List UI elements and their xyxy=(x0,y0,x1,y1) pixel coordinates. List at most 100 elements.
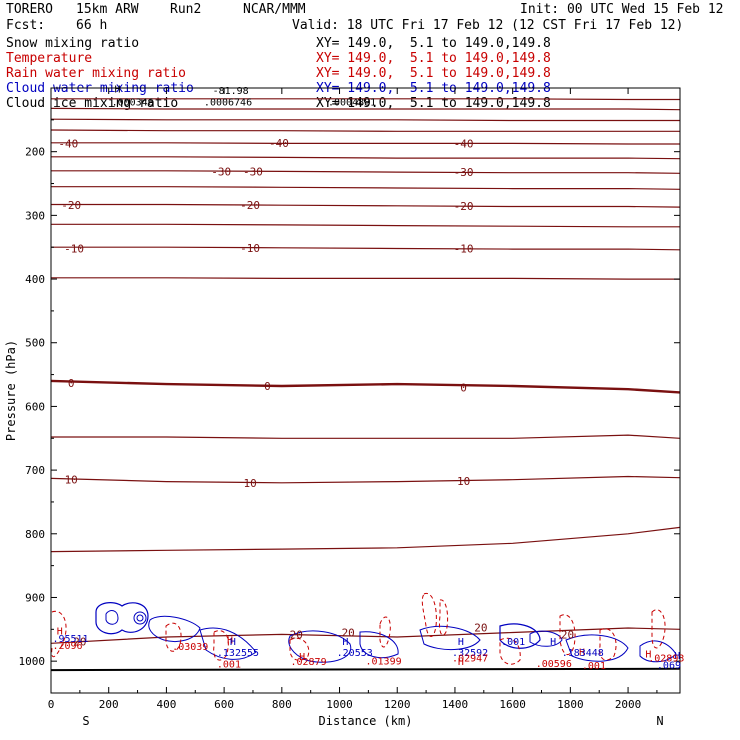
legend-rain-xy: XY= 149.0, 5.1 to 149.0,149.8 xyxy=(316,66,551,81)
contour-annotation: .20553 xyxy=(337,648,373,659)
x-tick-label: 1800 xyxy=(557,698,584,711)
rain-water-contour xyxy=(51,610,67,658)
forecast-hour: 66 h xyxy=(76,18,108,33)
contour-annotation: .02947 xyxy=(452,653,488,664)
isotherm-label: 20 xyxy=(73,635,86,648)
north-end-label: N xyxy=(656,714,663,728)
isotherm-line xyxy=(51,246,681,251)
x-tick-label: 800 xyxy=(272,698,292,711)
south-end-label: S xyxy=(82,714,89,728)
resolution: 15km ARW xyxy=(76,2,139,17)
isotherm-line xyxy=(51,142,680,145)
y-tick-label: 700 xyxy=(25,464,45,477)
contour-annotation: .001 xyxy=(501,637,525,648)
y-axis-label: Pressure (hPa) xyxy=(4,340,18,441)
isotherm-line xyxy=(50,379,681,394)
x-tick-label: 600 xyxy=(214,698,234,711)
isotherm-label: 0 xyxy=(460,381,467,394)
rain-water-contour xyxy=(559,614,576,655)
isotherm-label: 20 xyxy=(474,621,487,634)
contour-annotation: .01399 xyxy=(366,657,402,668)
isotherm-line xyxy=(50,107,681,111)
contour-annotation: .183448 xyxy=(562,648,604,659)
x-tick-label: 200 xyxy=(99,698,119,711)
cloud-water-contour xyxy=(95,602,149,635)
contour-annotation: H xyxy=(645,650,651,661)
init-time: Init: 00 UTC Wed 15 Feb 12 xyxy=(520,2,724,17)
isotherm-line xyxy=(51,223,680,228)
contour-annotation: .00596 xyxy=(536,659,572,670)
contour-annotation: .001 xyxy=(217,660,241,671)
isotherm-label: -40 xyxy=(454,137,474,150)
y-tick-label: 800 xyxy=(25,528,45,541)
contour-annotation: H xyxy=(342,637,348,648)
contour-annotation: .95511 xyxy=(52,634,88,645)
rain-water-contour xyxy=(165,622,182,652)
legend-temperature-xy: XY= 149.0, 5.1 to 149.0,149.8 xyxy=(316,51,551,66)
cloud-water-contour xyxy=(288,630,352,663)
y-tick-label: 500 xyxy=(25,337,45,350)
plot-frame xyxy=(50,87,681,694)
isotherm-line xyxy=(50,118,680,122)
contour-annotation: .001 xyxy=(582,661,606,672)
rain-water-contour xyxy=(213,630,229,661)
isotherm-label: 20 xyxy=(342,627,355,640)
contour-annotation: .32592 xyxy=(452,648,488,659)
x-tick-label: 1000 xyxy=(326,698,353,711)
contour-annotation: .2096 xyxy=(52,641,82,652)
cloud-water-contour xyxy=(359,631,399,659)
x-tick-label: 2000 xyxy=(615,698,642,711)
legend-snow-name: Snow mixing ratio xyxy=(6,36,140,51)
cloud-water-contour xyxy=(499,623,541,649)
cloud-water-contour xyxy=(148,615,201,642)
x-tick-label: 1200 xyxy=(384,698,411,711)
contour-annotation: H xyxy=(227,636,233,647)
contour-annotation: .132555 xyxy=(217,648,259,659)
legend-temperature-name: Temperature xyxy=(6,51,93,66)
rain-water-contour xyxy=(379,616,391,648)
cloud-water-contour xyxy=(639,640,677,663)
isotherm-label: -20 xyxy=(240,199,260,212)
isotherm-label: -10 xyxy=(64,242,84,255)
isotherm-line xyxy=(50,526,681,553)
isotherm-line xyxy=(50,627,681,644)
contour-annotation: H xyxy=(579,648,585,659)
contour-annotation: .02893 xyxy=(648,653,684,664)
isotherm-label: 0 xyxy=(264,380,271,393)
x-tick-label: 0 xyxy=(48,698,55,711)
contour-annotation: H xyxy=(299,652,305,663)
cloud-water-contour xyxy=(136,614,144,622)
legend-rain-name: Rain water mixing ratio xyxy=(6,66,187,81)
isotherm-label: -20 xyxy=(61,199,81,212)
cloud-water-contour xyxy=(419,625,481,650)
label-layer: -40 -40 -40 -30 -30 -30 -20 -20 -20 -10 -10 -10 0 0 0 1… xyxy=(52,85,684,672)
legend-cloud-ice-xy: XY= 149.0, 5.1 to 149.0,149.8 xyxy=(316,96,551,111)
contour-annotation: H xyxy=(230,637,236,648)
model-name: TORERO xyxy=(6,2,53,17)
rain-water-contour xyxy=(289,637,310,661)
isotherm-label: -10 xyxy=(454,242,474,255)
rain-water-contour xyxy=(421,592,437,637)
isotherm-line xyxy=(51,277,680,280)
legend-snow-xy: XY= 149.0, 5.1 to 149.0,149.8 xyxy=(316,36,551,51)
cloud-water-contour xyxy=(105,610,119,625)
contour-annotation: H xyxy=(550,637,556,648)
isotherm-line xyxy=(50,475,681,484)
isotherm-label: 0 xyxy=(68,377,75,390)
isotherm-label: -30 xyxy=(454,166,474,179)
x-tick-label: 1400 xyxy=(442,698,469,711)
contour-annotation: H xyxy=(57,627,63,638)
contour-annotation: .02879 xyxy=(290,657,326,668)
forecast-label: Fcst: xyxy=(6,18,46,33)
y-tick-label: 200 xyxy=(25,146,45,159)
isotherm-layer xyxy=(50,98,681,644)
y-tick-label: 900 xyxy=(25,591,45,604)
y-tick-label: 1000 xyxy=(19,655,46,668)
contour-annotation: H xyxy=(458,657,464,668)
isotherm-line xyxy=(51,98,680,101)
rain-water-contour xyxy=(439,599,449,636)
y-tick-label: 300 xyxy=(25,209,45,222)
isotherm-label: 10 xyxy=(457,475,470,488)
